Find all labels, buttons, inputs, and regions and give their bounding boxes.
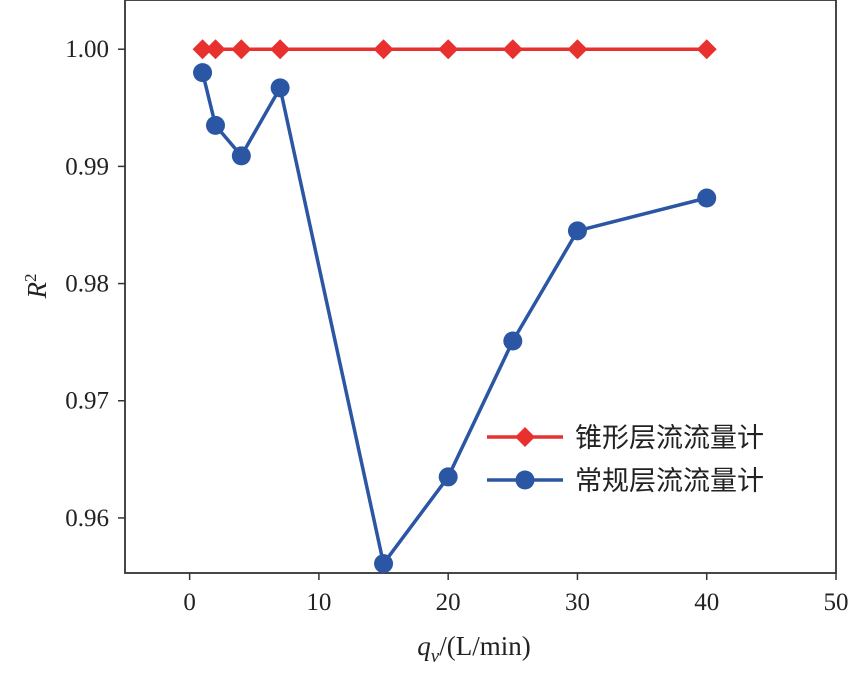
data-point (205, 115, 225, 135)
y-axis-title: R2 (21, 274, 52, 300)
data-point (438, 467, 458, 487)
data-point (193, 63, 213, 83)
y-axis-ticks: 0.96 0.97 0.98 0.99 1.00 (65, 36, 125, 532)
x-tick-label: 20 (436, 589, 461, 616)
y-tick-label: 0.98 (65, 271, 109, 298)
data-point (567, 221, 587, 241)
legend-entry-conical: 锥形层流流量计 (487, 423, 764, 454)
y-axis-title-sup: 2 (21, 274, 40, 283)
data-point (502, 39, 523, 60)
x-tick-label: 40 (694, 589, 719, 616)
y-tick-label: 0.99 (65, 153, 109, 180)
legend: 锥形层流流量计 常规层流流量计 (487, 423, 764, 497)
legend-entry-conventional: 常规层流流量计 (487, 466, 764, 497)
y-axis-title-base: R (22, 282, 52, 300)
data-point (503, 331, 523, 351)
legend-marker-conical (515, 427, 535, 447)
data-point (231, 39, 252, 60)
x-axis-title-rest: /(L/min) (439, 631, 530, 661)
x-tick-label: 10 (306, 589, 331, 616)
data-point (567, 39, 588, 60)
data-point (374, 554, 394, 574)
data-point (205, 39, 226, 60)
x-axis-title: qv/(L/min) (417, 631, 530, 667)
data-point (696, 39, 717, 60)
data-point (270, 39, 291, 60)
legend-marker-conventional (515, 470, 535, 490)
y-tick-label: 1.00 (65, 36, 109, 63)
data-point (231, 146, 251, 166)
data-point (697, 188, 717, 208)
x-axis-title-base: q (417, 631, 431, 661)
data-point (438, 39, 459, 60)
plot-frame (124, 0, 837, 574)
x-tick-label: 30 (565, 589, 590, 616)
data-point (270, 78, 290, 98)
x-tick-label: 50 (824, 589, 849, 616)
series-conventional (193, 63, 717, 574)
legend-label-conventional: 常规层流流量计 (575, 466, 764, 497)
x-axis-title-sub: v (431, 646, 440, 667)
series-layer (192, 39, 717, 574)
data-point (192, 39, 213, 60)
legend-label-conical: 锥形层流流量计 (575, 423, 764, 454)
x-tick-label: 0 (183, 589, 196, 616)
series-conical (192, 39, 717, 60)
y-tick-label: 0.96 (65, 505, 109, 532)
y-tick-label: 0.97 (65, 388, 109, 415)
x-axis-ticks: 0 10 20 30 40 50 (183, 573, 849, 616)
data-point (373, 39, 394, 60)
